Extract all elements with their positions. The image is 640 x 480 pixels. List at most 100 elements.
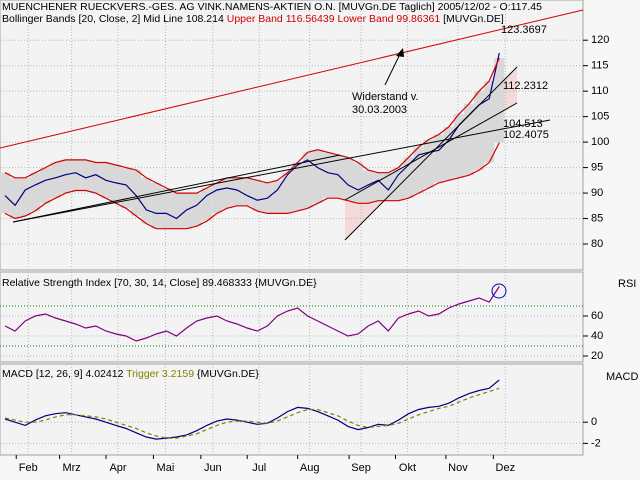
band-fill (302, 152, 313, 209)
series-line (4, 142, 500, 230)
band-fill (110, 165, 122, 204)
band-fill (383, 172, 394, 201)
legend-text: MACD [12, 26, 9] 4.02412 (2, 368, 124, 380)
band-fill (231, 177, 243, 206)
channel-line (344, 66, 518, 241)
y-tick-label: 80 (591, 238, 603, 250)
band-fill (332, 154, 343, 199)
band-fill (201, 187, 212, 222)
legend-entry: Upper Band 116.56439 (227, 13, 335, 25)
band-fill (252, 180, 263, 211)
band-fill (181, 193, 192, 229)
y-tick-label: 105 (591, 111, 609, 123)
band-fill (221, 177, 232, 209)
legend-text: Bollinger Bands [20, Close, 2] Mid Line … (2, 13, 224, 25)
y-tick-label: 120 (591, 34, 609, 46)
annotation: 123.3697 (501, 24, 547, 36)
y-tick-label: 90 (591, 187, 603, 199)
chart-title: MUENCHENER RUECKVERS.-GES. AG VINK.NAMEN… (2, 1, 542, 13)
legend-text: {MUVGn.DE} (197, 368, 259, 380)
macd-title: MACD [12, 26, 9] 4.02412 Trigger 3.2159 … (2, 368, 259, 380)
rsi-panel (0, 271, 584, 363)
x-tick-label: Apr (109, 462, 126, 474)
band-fill (121, 167, 132, 209)
band-fill (353, 162, 364, 204)
series-line (4, 286, 500, 342)
band-fill (171, 193, 182, 229)
annotation: 104.513 (503, 118, 543, 130)
band-fill (0, 172, 11, 214)
x-tick-label: Mai (157, 462, 175, 474)
x-tick-label: Jun (204, 462, 222, 474)
trend-line (12, 119, 551, 223)
band-fill (211, 182, 222, 214)
y-tick-label: 20 (591, 350, 603, 362)
band-fill (60, 159, 71, 194)
annotation: 112.2312 (503, 80, 548, 92)
band-fill (70, 159, 81, 191)
legend-entry: Lower Band 99.86361 (337, 13, 440, 25)
y-tick-label: 60 (591, 310, 603, 322)
series-line (4, 387, 500, 439)
band-fill (453, 114, 464, 178)
band-fill (50, 162, 61, 199)
band-fill (80, 159, 91, 191)
x-tick-label: Okt (399, 462, 416, 474)
band-fill (20, 177, 31, 216)
band-fill (90, 162, 101, 194)
x-tick-label: Nov (448, 462, 468, 474)
x-tick-label: Sep (351, 462, 371, 474)
y-tick-label: 95 (591, 161, 603, 173)
x-tick-label: Aug (300, 462, 320, 474)
band-fill (393, 167, 404, 201)
legend-entry: Trigger 3.2159 (126, 368, 194, 380)
band-fill (484, 80, 495, 163)
resistance-line (0, 9, 584, 149)
x-tick-label: Dez (496, 462, 516, 474)
x-tick-label: Feb (19, 462, 38, 474)
annotation: Widerstand v. (352, 91, 418, 103)
band-fill (463, 103, 475, 176)
band-fill (30, 172, 41, 211)
band-fill (282, 172, 293, 214)
axis-label: RSI (618, 278, 636, 290)
legend: Bollinger Bands [20, Close, 2] Mid Line … (2, 13, 504, 25)
channel-line (344, 102, 518, 201)
rsi-title: Relative Strength Index [70, 30, 14, Clo… (2, 277, 317, 289)
band-fill (161, 187, 172, 229)
series-line (4, 52, 500, 220)
axis-label: MACD (606, 371, 638, 383)
annotation: 102.4075 (503, 129, 549, 141)
band-fill (272, 180, 283, 214)
y-tick-label: 115 (591, 60, 609, 72)
data-layer: Feb Mrz Apr Mai Jun Jul Aug Sep Okt Nov Dez 80 85 90 9… (0, 2, 609, 474)
trend-lines (0, 9, 584, 299)
y-tick-label: 85 (591, 212, 603, 224)
band-fill (433, 134, 444, 183)
legend-text: [MUVGn.DE] (443, 13, 504, 25)
band-fill (191, 193, 202, 227)
arrow-head (396, 48, 404, 57)
band-fill (141, 177, 152, 224)
band-fill (423, 139, 434, 188)
band-fill (443, 126, 454, 181)
band-fill (151, 182, 162, 229)
x-tick-label: Jul (252, 462, 266, 474)
band-fill (403, 157, 414, 199)
band-fill (494, 58, 505, 143)
y-tick-label: 100 (591, 136, 609, 148)
band-fill (322, 152, 333, 199)
band-fill (131, 170, 142, 216)
band-fill (292, 162, 303, 211)
band-fill (474, 91, 485, 171)
band-fill (10, 177, 21, 219)
band-fill (413, 147, 424, 194)
series-line (4, 379, 500, 440)
band-fill (312, 149, 323, 204)
x-tick-label: Mrz (62, 462, 80, 474)
trend-line (12, 154, 341, 223)
highlight-circle (491, 283, 507, 299)
band-fill (373, 172, 384, 201)
band-fill (342, 157, 354, 201)
